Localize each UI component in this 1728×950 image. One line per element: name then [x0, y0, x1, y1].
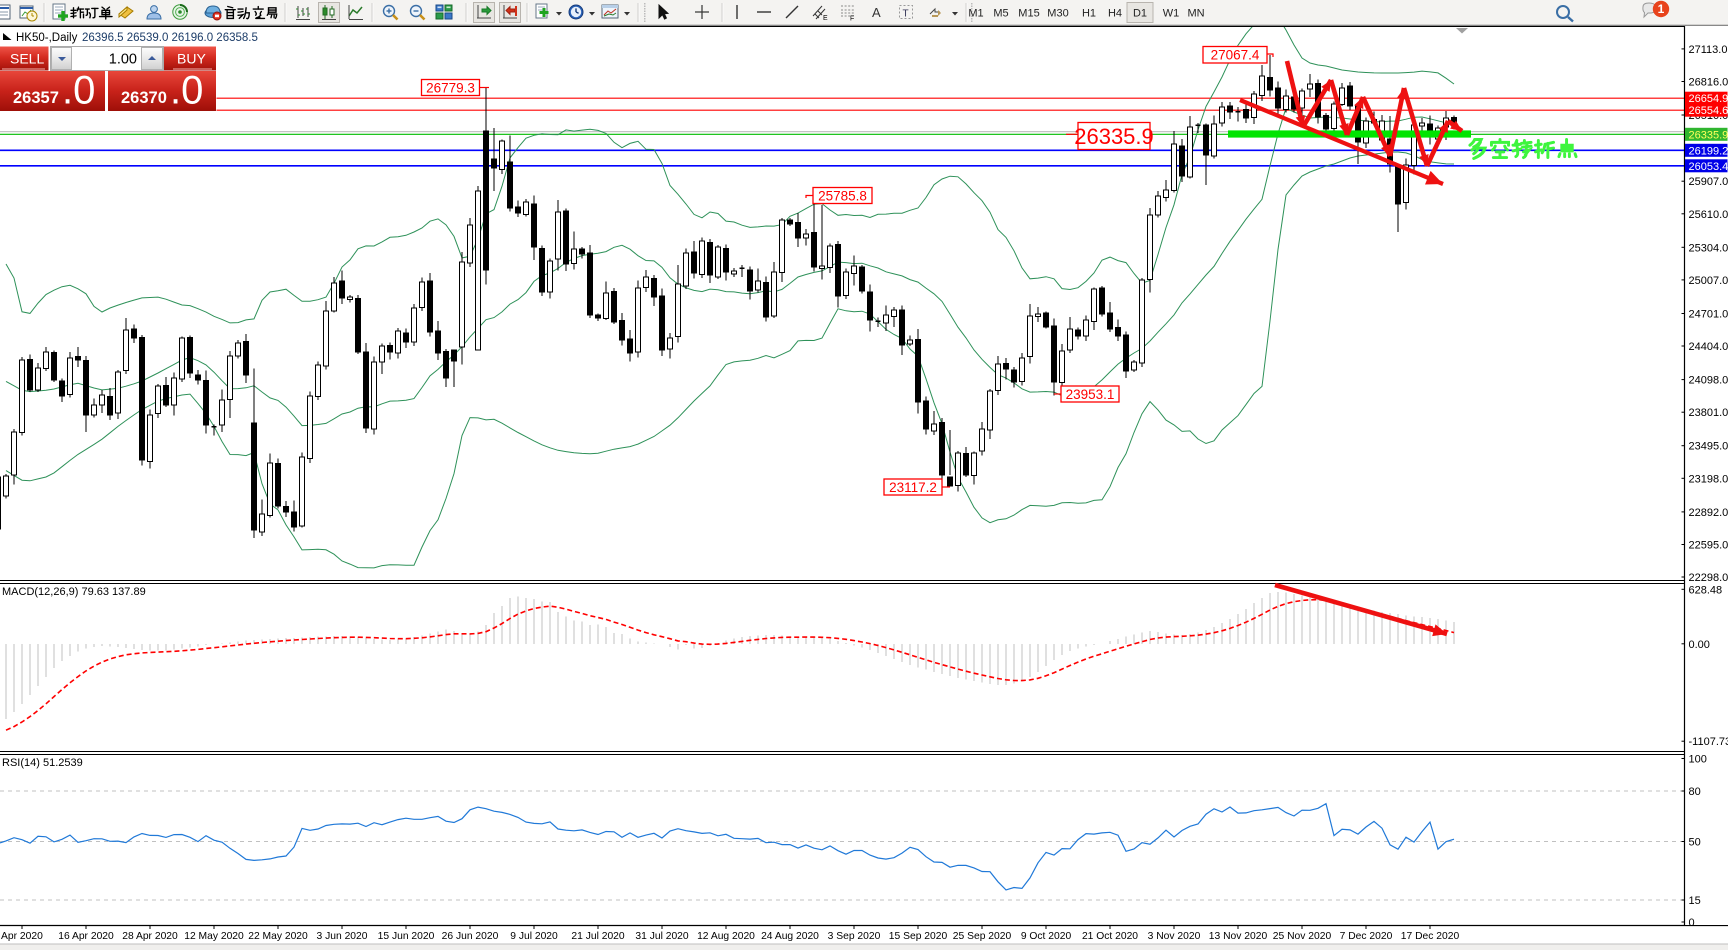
svg-text:27067.4: 27067.4 [1211, 48, 1260, 63]
svg-text:15 Jun 2020: 15 Jun 2020 [378, 931, 435, 942]
svg-text:1.00: 1.00 [109, 52, 137, 68]
svg-text:26779.3: 26779.3 [426, 80, 475, 95]
svg-text:0.00: 0.00 [1689, 639, 1710, 651]
svg-text:80: 80 [1689, 786, 1701, 798]
svg-text:MN: MN [1187, 8, 1204, 20]
svg-text:25 Sep 2020: 25 Sep 2020 [953, 931, 1012, 942]
svg-text:3 Jun 2020: 3 Jun 2020 [317, 931, 368, 942]
svg-text:23117.2: 23117.2 [889, 480, 937, 495]
svg-text:26396.5 26539.0 26196.0 26358.: 26396.5 26539.0 26196.0 26358.5 [82, 32, 258, 44]
svg-text:7 Dec 2020: 7 Dec 2020 [1340, 931, 1393, 942]
svg-text:HK50-,Daily: HK50-,Daily [16, 32, 78, 44]
svg-text:100: 100 [1689, 754, 1707, 766]
svg-text:27113.0: 27113.0 [1689, 44, 1728, 56]
svg-text:22298.0: 22298.0 [1689, 572, 1728, 584]
svg-text:24701.0: 24701.0 [1689, 309, 1728, 321]
svg-text:M15: M15 [1018, 8, 1039, 20]
svg-text:BUY: BUY [177, 51, 206, 67]
svg-text:25785.8: 25785.8 [818, 188, 867, 203]
svg-text:26654.9: 26654.9 [1689, 93, 1728, 105]
svg-text:H1: H1 [1082, 8, 1096, 20]
svg-text:SELL: SELL [10, 51, 44, 67]
svg-text:26554.6: 26554.6 [1689, 105, 1728, 117]
svg-text:1: 1 [1658, 2, 1665, 16]
svg-text:F: F [850, 16, 854, 23]
svg-text:15 Sep 2020: 15 Sep 2020 [889, 931, 948, 942]
svg-text:26357: 26357 [13, 89, 59, 107]
svg-text:13 Nov 2020: 13 Nov 2020 [1209, 931, 1268, 942]
svg-text:28 Apr 2020: 28 Apr 2020 [122, 931, 178, 942]
svg-text:26816.0: 26816.0 [1689, 77, 1728, 89]
svg-text:9 Jul 2020: 9 Jul 2020 [510, 931, 558, 942]
svg-text:3 Sep 2020: 3 Sep 2020 [828, 931, 881, 942]
svg-text:16 Apr 2020: 16 Apr 2020 [58, 931, 114, 942]
svg-text:23801.0: 23801.0 [1689, 407, 1728, 419]
svg-text:22892.0: 22892.0 [1689, 507, 1728, 519]
svg-text:26370: 26370 [121, 89, 167, 107]
svg-text:.0: .0 [170, 69, 203, 113]
svg-text:24098.0: 24098.0 [1689, 375, 1728, 387]
svg-text:T: T [903, 9, 909, 20]
svg-text:15: 15 [1689, 895, 1701, 907]
svg-text:17 Dec 2020: 17 Dec 2020 [1401, 931, 1460, 942]
svg-text:D1: D1 [1133, 8, 1147, 20]
svg-text:22595.0: 22595.0 [1689, 540, 1728, 552]
svg-text:26199.2: 26199.2 [1689, 145, 1728, 157]
svg-text:25907.0: 25907.0 [1689, 176, 1728, 188]
svg-text:3 Nov 2020: 3 Nov 2020 [1148, 931, 1201, 942]
svg-text:25 Nov 2020: 25 Nov 2020 [1273, 931, 1332, 942]
svg-text:26335.9: 26335.9 [1689, 129, 1728, 141]
svg-text:50: 50 [1689, 837, 1701, 849]
svg-text:23953.1: 23953.1 [1066, 387, 1115, 402]
svg-text:M30: M30 [1047, 8, 1068, 20]
svg-text:.0: .0 [62, 69, 95, 113]
svg-text:628.48: 628.48 [1689, 584, 1723, 596]
svg-text:A: A [872, 5, 881, 20]
svg-text:24404.0: 24404.0 [1689, 341, 1728, 353]
svg-text:25304.0: 25304.0 [1689, 242, 1728, 254]
svg-text:RSI(14) 51.2539: RSI(14) 51.2539 [2, 757, 83, 769]
svg-text:26335.9: 26335.9 [1074, 124, 1154, 149]
svg-text:M5: M5 [993, 8, 1008, 20]
svg-text:H4: H4 [1108, 8, 1122, 20]
svg-text:23198.0: 23198.0 [1689, 473, 1728, 485]
svg-text:21 Jul 2020: 21 Jul 2020 [571, 931, 625, 942]
svg-text:26053.4: 26053.4 [1689, 161, 1728, 173]
svg-text:24 Aug 2020: 24 Aug 2020 [761, 931, 819, 942]
svg-text:MACD(12,26,9) 79.63 137.89: MACD(12,26,9) 79.63 137.89 [2, 586, 146, 598]
svg-text:W1: W1 [1163, 8, 1180, 20]
svg-text:23495.0: 23495.0 [1689, 441, 1728, 453]
svg-text:E: E [823, 15, 828, 22]
svg-text:12 May 2020: 12 May 2020 [184, 931, 244, 942]
svg-text:Apr 2020: Apr 2020 [1, 931, 43, 942]
svg-text:26 Jun 2020: 26 Jun 2020 [442, 931, 499, 942]
svg-text:-1107.73: -1107.73 [1689, 736, 1728, 748]
svg-text:21 Oct 2020: 21 Oct 2020 [1082, 931, 1138, 942]
svg-text:25610.0: 25610.0 [1689, 209, 1728, 221]
svg-text:9 Oct 2020: 9 Oct 2020 [1021, 931, 1072, 942]
svg-text:22 May 2020: 22 May 2020 [248, 931, 308, 942]
svg-text:M1: M1 [968, 8, 983, 20]
svg-text:12 Aug 2020: 12 Aug 2020 [697, 931, 755, 942]
svg-text:31 Jul 2020: 31 Jul 2020 [635, 931, 689, 942]
svg-text:0: 0 [1689, 917, 1695, 929]
svg-text:25007.0: 25007.0 [1689, 275, 1728, 287]
